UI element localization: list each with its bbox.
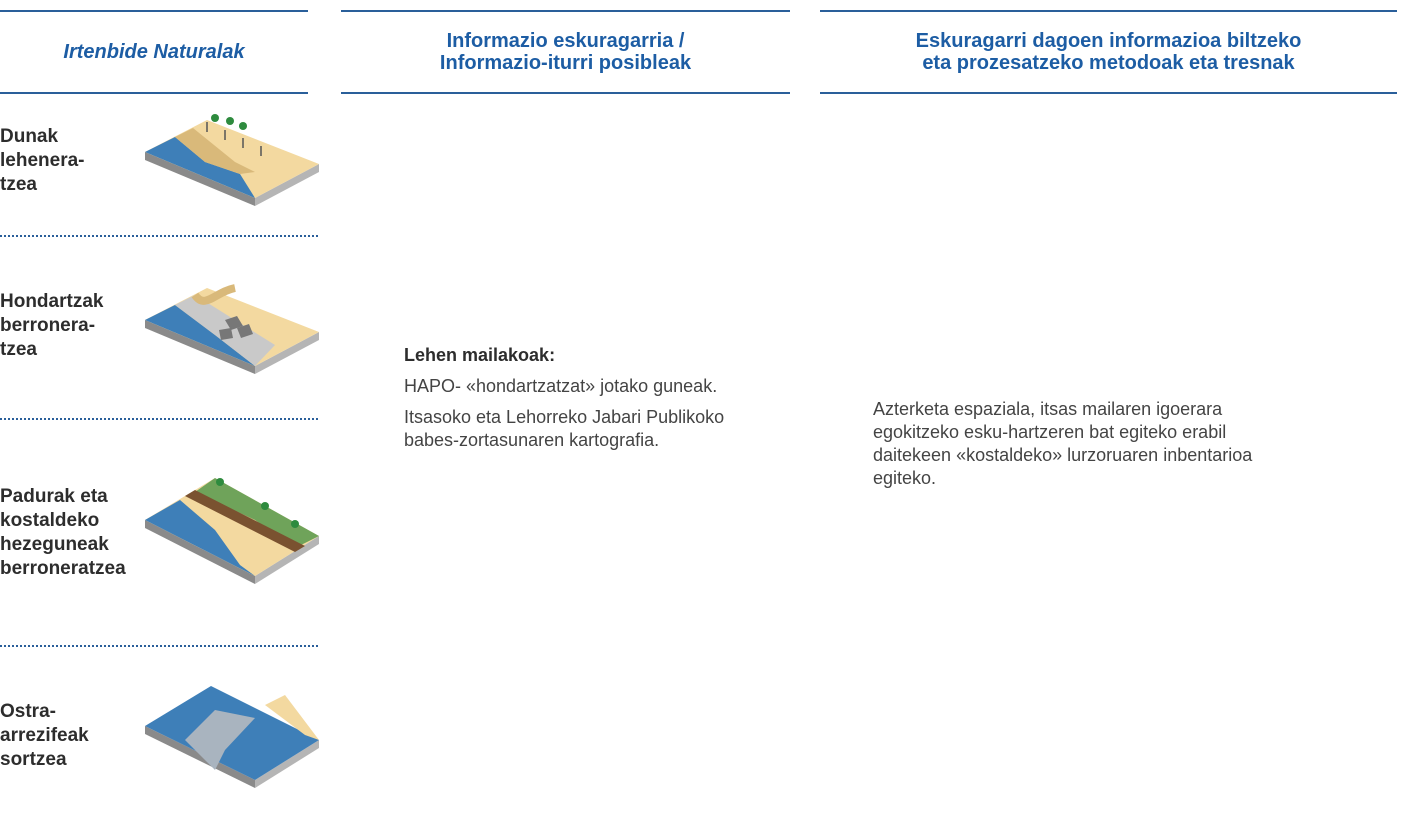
solution-label: Dunak lehenera- tzea [0,125,84,197]
column-header: Irtenbide Naturalak [0,10,308,94]
label-line: berronera- [0,315,96,336]
label-line: Ostra- [0,701,56,722]
label-line: arrezifeak [0,725,89,746]
label-line: sortzea [0,749,67,770]
source-item: HAPO- «hondartzatzat» jotako guneak. [404,376,718,396]
column-header: Eskuragarri dagoen informazioa biltzeko … [820,10,1397,94]
label-line: berroneratzea [0,558,126,579]
separator [0,235,318,237]
separator [0,645,318,647]
column-header: Informazio eskuragarria / Informazio-itu… [341,10,790,94]
beach-illustration [145,284,319,374]
solution-label: Ostra- arrezifeak sortzea [0,700,89,772]
label-line: Hondartzak [0,291,104,312]
separator [0,418,318,420]
label-line: Dunak [0,126,59,147]
solution-label: Padurak eta kostaldeko hezeguneak berron… [0,485,126,581]
label-line: Padurak eta [0,486,108,507]
label-line: lehenera- [0,150,85,171]
header-line: Informazio eskuragarria / [446,30,685,52]
header-line: Eskuragarri dagoen informazioa biltzeko [915,30,1302,52]
methods-text: Azterketa espaziala, itsas mailaren igoe… [873,399,1253,488]
sources: Lehen mailakoak: HAPO- «hondartzatzat» j… [404,344,734,460]
label-line: tzea [0,174,37,195]
label-line: hezeguneak [0,534,109,555]
reef-illustration [145,686,319,788]
solution-label: Hondartzak berronera- tzea [0,290,103,362]
sources-heading: Lehen mailakoak: [404,345,556,365]
header-line: eta prozesatzeko metodoak eta tresnak [922,52,1295,74]
label-line: tzea [0,339,37,360]
source-item: Itsasoko eta Lehorreko Jabari Publikoko … [404,407,725,450]
header-line: Irtenbide Naturalak [63,41,245,63]
wetland-illustration [145,478,319,584]
dune-illustration [145,114,319,206]
label-line: kostaldeko [0,510,100,531]
header-line: Informazio-iturri posibleak [439,52,692,74]
